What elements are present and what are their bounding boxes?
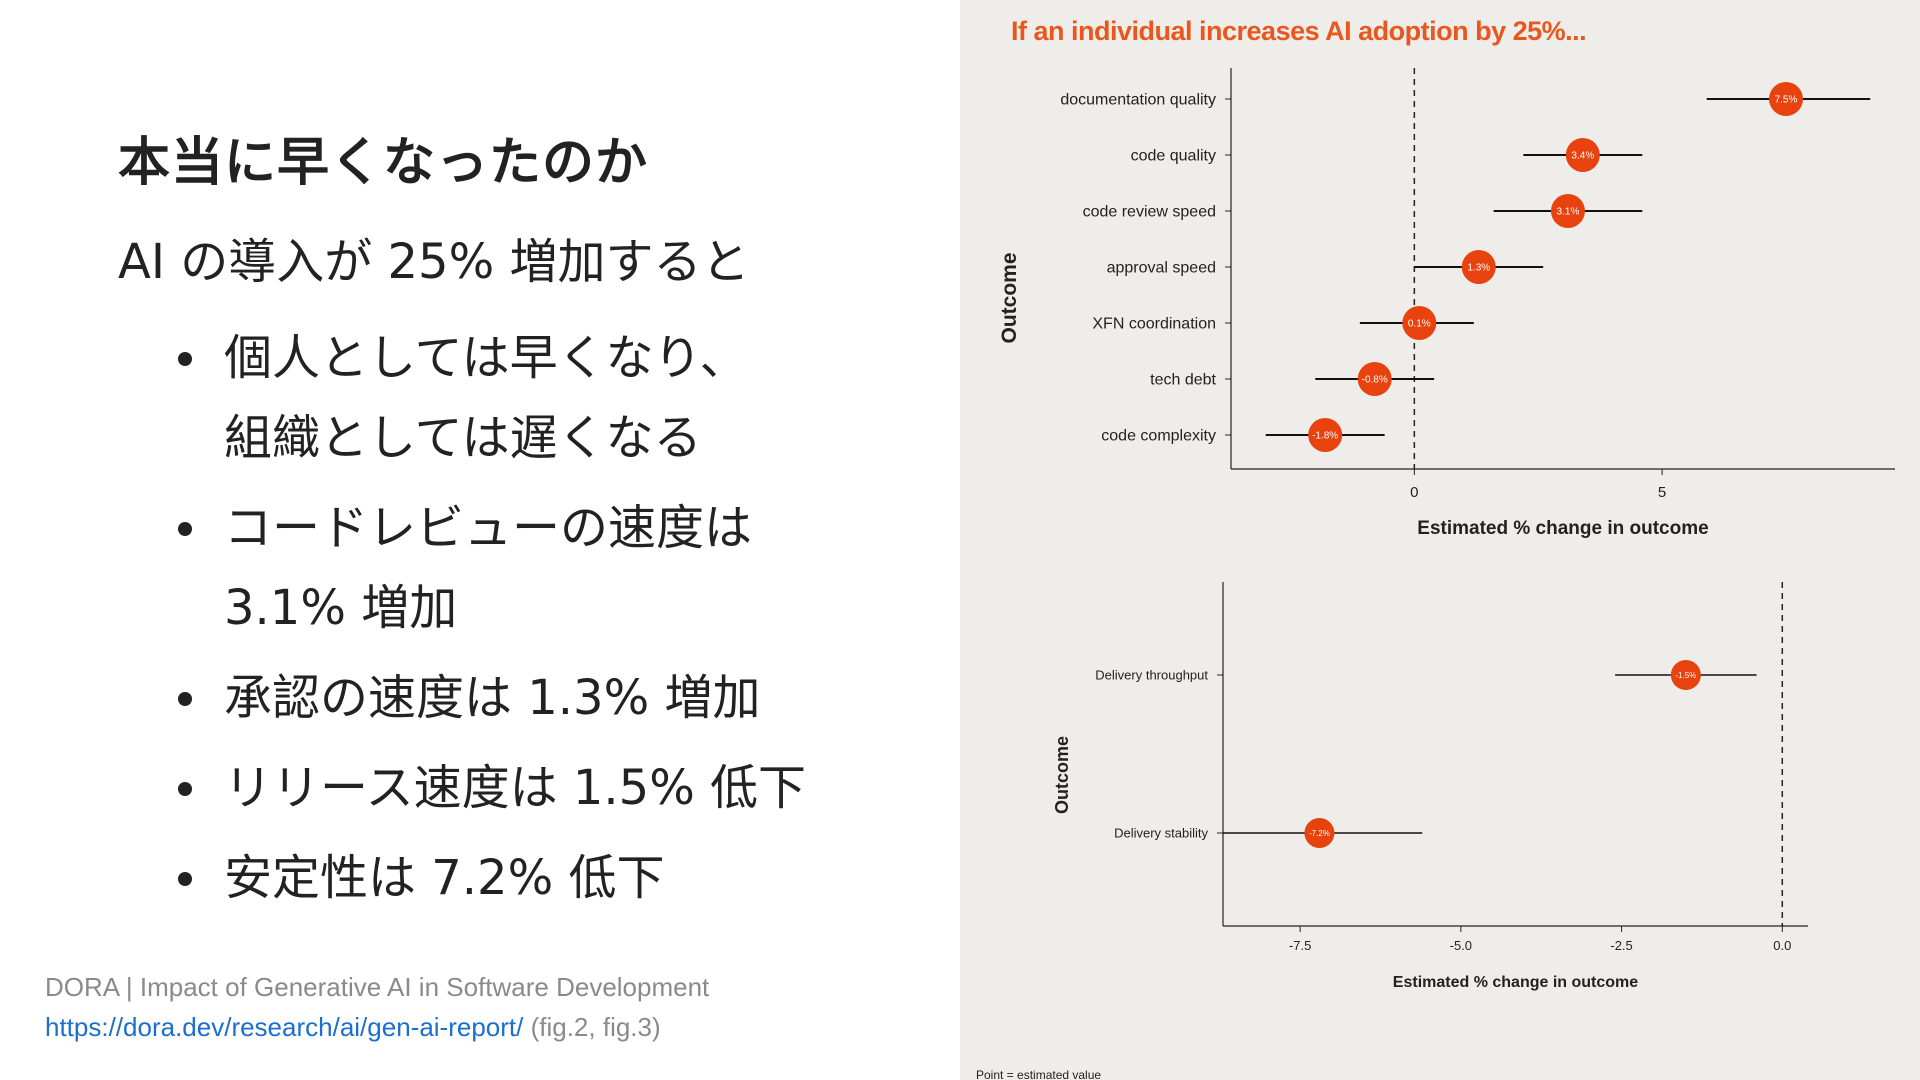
chart-panel: If an individual increases AI adoption b… — [960, 0, 1920, 1080]
figure-reference: (fig.2, fig.3) — [530, 1012, 661, 1042]
bullet-item: 個人としては早くなり、 組織としては遅くなる — [170, 318, 870, 478]
bullet-item: コードレビューの速度は 3.1% 増加 — [170, 488, 870, 648]
bullet-dot-icon — [178, 782, 192, 796]
bullet-dot-icon — [178, 522, 192, 536]
bullet-text: 3.1% 増加 — [224, 580, 458, 636]
bullet-item: リリース速度は 1.5% 低下 — [170, 748, 870, 828]
estimate-point — [1768, 82, 1803, 116]
slide-text-panel: 本当に早くなったのか AI の導入が 25% 増加すると 個人としては早くなり、… — [45, 133, 870, 1043]
estimate-value-label: -7.2% — [1309, 829, 1330, 838]
x-axis-label: Estimated % change in outcome — [1393, 974, 1638, 991]
estimate-point — [1308, 418, 1343, 452]
x-tick-label: 0 — [1410, 484, 1418, 501]
bullet-text: リリース速度は 1.5% 低下 — [224, 760, 807, 816]
estimate-point — [1304, 818, 1335, 848]
y-axis-label: Outcome — [998, 252, 1021, 343]
source-link[interactable]: https://dora.dev/research/ai/gen-ai-repo… — [45, 1012, 524, 1042]
estimate-point — [1550, 194, 1585, 228]
bullet-list: 個人としては早くなり、 組織としては遅くなる コードレビューの速度は 3.1% 増加承… — [170, 318, 870, 928]
estimate-point — [1402, 306, 1437, 340]
bullet-text: 組織としては遅くなる — [224, 410, 702, 466]
source-link-row: https://dora.dev/research/ai/gen-ai-repo… — [45, 1012, 661, 1043]
category-label: code review speed — [1083, 204, 1216, 221]
estimate-value-label: 0.1% — [1408, 319, 1431, 330]
estimate-value-label: -1.8% — [1312, 431, 1338, 442]
bullet-text: 承認の速度は 1.3% 増加 — [224, 670, 761, 726]
bullet-item: 安定性は 7.2% 低下 — [170, 838, 870, 918]
category-label: documentation quality — [1060, 92, 1216, 109]
estimate-value-label: 1.3% — [1467, 263, 1490, 274]
bullet-dot-icon — [178, 352, 192, 366]
bullet-text: 安定性は 7.2% 低下 — [224, 850, 665, 906]
category-label: Delivery throughput — [1095, 668, 1208, 683]
chart-heading: If an individual increases AI adoption b… — [1011, 16, 1587, 46]
category-label: Delivery stability — [1114, 826, 1208, 841]
category-label: XFN coordination — [1092, 316, 1216, 333]
bullet-dot-icon — [178, 692, 192, 706]
source-citation: DORA | Impact of Generative AI in Softwa… — [45, 972, 710, 1002]
x-tick-label: 5 — [1658, 484, 1666, 501]
category-label: code complexity — [1101, 428, 1216, 445]
estimate-value-label: 7.5% — [1775, 95, 1798, 106]
category-label: tech debt — [1150, 372, 1216, 389]
x-tick-label: -7.5 — [1289, 938, 1311, 953]
slide-lead: AI の導入が 25% 増加すると — [118, 234, 750, 290]
estimate-point — [1357, 362, 1392, 396]
estimate-value-label: 3.1% — [1557, 207, 1580, 218]
estimate-value-label: 3.4% — [1571, 151, 1594, 162]
x-tick-label: 0.0 — [1773, 938, 1791, 953]
y-axis-label: Outcome — [1052, 736, 1072, 814]
bullet-text: 個人としては早くなり、 — [224, 330, 748, 386]
bullet-item: 承認の速度は 1.3% 増加 — [170, 658, 870, 738]
category-label: code quality — [1131, 148, 1216, 165]
chart-footnote: Point = estimated value — [976, 1068, 1102, 1080]
estimate-point — [1461, 250, 1496, 284]
forest-plots: 0 5 Estimated % change in outcome Outcome do… — [998, 68, 1895, 991]
estimate-value-label: -1.5% — [1675, 671, 1696, 680]
estimate-point — [1565, 138, 1600, 172]
bullet-text: コードレビューの速度は — [224, 500, 753, 556]
estimate-value-label: -0.8% — [1362, 375, 1388, 386]
x-tick-label: -5.0 — [1450, 938, 1472, 953]
category-label: approval speed — [1107, 260, 1216, 277]
x-axis-label: Estimated % change in outcome — [1417, 518, 1708, 539]
bullet-dot-icon — [178, 872, 192, 886]
x-tick-label: -2.5 — [1610, 938, 1632, 953]
slide-title: 本当に早くなったのか — [118, 133, 649, 193]
estimate-point — [1670, 660, 1701, 690]
